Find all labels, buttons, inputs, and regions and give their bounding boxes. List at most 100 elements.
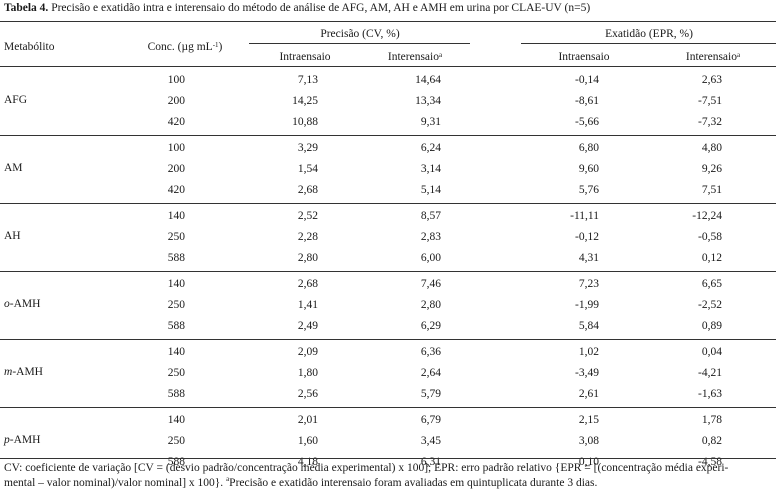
rule-top xyxy=(0,21,776,22)
cell-conc: 140 xyxy=(167,210,185,222)
cell-exatidao-inter: -1,63 xyxy=(698,388,722,400)
cell-precisao-inter: 3,14 xyxy=(420,163,441,175)
header-precisao: Precisão (CV, %) xyxy=(320,28,400,40)
cell-exatidao-inter: 6,65 xyxy=(701,278,722,290)
cell-precisao-inter: 6,31 xyxy=(420,456,441,468)
header-precisao-inter: Interensaioa xyxy=(387,51,443,63)
cell-conc: 140 xyxy=(167,278,185,290)
metabolite-label: p-AMH xyxy=(4,434,41,446)
cell-exatidao-intra: 2,61 xyxy=(578,388,599,400)
cell-exatidao-intra: 0,10 xyxy=(578,456,599,468)
cell-conc: 588 xyxy=(167,320,185,332)
cell-precisao-inter: 6,79 xyxy=(420,414,441,426)
footnote-line2: mental – valor nominal)/valor nominal] x… xyxy=(4,475,598,489)
metabolite-label: AM xyxy=(4,162,23,174)
metabolite-label: AH xyxy=(4,230,21,242)
cell-conc: 140 xyxy=(167,414,185,426)
cell-conc: 250 xyxy=(167,435,185,447)
cell-precisao-intra: 2,01 xyxy=(297,414,318,426)
cell-exatidao-intra: -0,12 xyxy=(575,231,599,243)
cell-exatidao-inter: -12,24 xyxy=(692,210,722,222)
group-divider xyxy=(0,203,776,204)
cell-precisao-inter: 6,29 xyxy=(420,320,441,332)
cell-conc: 588 xyxy=(167,252,185,264)
caption-label: Tabela 4. xyxy=(4,2,49,14)
cell-precisao-intra: 2,09 xyxy=(297,346,318,358)
header-exatidao-inter: Interensaioa xyxy=(685,51,741,63)
cell-precisao-inter: 6,24 xyxy=(420,142,441,154)
cell-precisao-inter: 6,36 xyxy=(420,346,441,358)
cell-precisao-inter: 3,45 xyxy=(420,435,441,447)
cell-conc: 420 xyxy=(167,116,185,128)
cell-exatidao-intra: -3,49 xyxy=(575,367,599,379)
header-metabolito: Metabólito xyxy=(4,41,55,53)
rule-bottom xyxy=(0,458,776,459)
cell-exatidao-inter: -0,58 xyxy=(698,231,722,243)
cell-precisao-inter: 14,64 xyxy=(415,74,441,86)
cell-exatidao-intra: 1,02 xyxy=(578,346,599,358)
cell-precisao-intra: 4,18 xyxy=(297,456,318,468)
cell-exatidao-intra: 2,15 xyxy=(578,414,599,426)
cell-exatidao-intra: -11,11 xyxy=(570,210,599,222)
cell-exatidao-inter: 4,80 xyxy=(701,142,722,154)
cell-conc: 100 xyxy=(167,142,185,154)
cell-precisao-intra: 2,68 xyxy=(297,184,318,196)
cell-conc: 100 xyxy=(167,74,185,86)
cell-precisao-intra: 1,60 xyxy=(297,435,318,447)
cell-exatidao-inter: 0,82 xyxy=(701,435,722,447)
cell-exatidao-inter: 0,12 xyxy=(701,252,722,264)
cell-conc: 250 xyxy=(167,367,185,379)
cell-exatidao-inter: 0,04 xyxy=(701,346,722,358)
metabolite-label: o-AMH xyxy=(4,298,41,310)
cell-exatidao-intra: 7,23 xyxy=(578,278,599,290)
group-divider xyxy=(0,407,776,408)
cell-precisao-inter: 6,00 xyxy=(420,252,441,264)
cell-precisao-intra: 7,13 xyxy=(297,74,318,86)
rule-exatidao xyxy=(521,43,776,44)
cell-precisao-inter: 5,79 xyxy=(420,388,441,400)
cell-precisao-intra: 2,28 xyxy=(297,231,318,243)
cell-exatidao-inter: -7,32 xyxy=(698,116,722,128)
cell-precisao-intra: 14,25 xyxy=(292,95,318,107)
cell-exatidao-intra: -0,14 xyxy=(575,74,599,86)
cell-precisao-inter: 2,83 xyxy=(420,231,441,243)
cell-exatidao-intra: 9,60 xyxy=(578,163,599,175)
header-conc: Conc. (µg mL-1) xyxy=(147,41,223,53)
metabolite-label: m-AMH xyxy=(4,366,43,378)
cell-conc: 588 xyxy=(167,388,185,400)
cell-precisao-intra: 1,41 xyxy=(297,299,318,311)
cell-exatidao-inter: 9,26 xyxy=(701,163,722,175)
cell-exatidao-inter: 7,51 xyxy=(701,184,722,196)
cell-precisao-intra: 2,68 xyxy=(297,278,318,290)
cell-precisao-inter: 8,57 xyxy=(420,210,441,222)
table-caption: Tabela 4. Precisão e exatidão intra e in… xyxy=(4,2,590,14)
cell-precisao-intra: 1,80 xyxy=(297,367,318,379)
cell-precisao-intra: 2,56 xyxy=(297,388,318,400)
cell-exatidao-inter: -7,51 xyxy=(698,95,722,107)
header-precisao-intra: Intraensaio xyxy=(279,51,331,63)
cell-exatidao-intra: 5,84 xyxy=(578,320,599,332)
cell-precisao-inter: 7,46 xyxy=(420,278,441,290)
cell-conc: 140 xyxy=(167,346,185,358)
cell-exatidao-inter: 0,89 xyxy=(701,320,722,332)
cell-precisao-inter: 9,31 xyxy=(420,116,441,128)
cell-exatidao-inter: 1,78 xyxy=(701,414,722,426)
header-exatidao-intra: Intraensaio xyxy=(558,51,610,63)
rule-precisao xyxy=(249,43,470,44)
cell-exatidao-inter: -2,52 xyxy=(698,299,722,311)
cell-conc: 200 xyxy=(167,95,185,107)
cell-precisao-intra: 10,88 xyxy=(292,116,318,128)
cell-precisao-intra: 2,52 xyxy=(297,210,318,222)
rule-header-bottom xyxy=(0,66,776,67)
cell-conc: 250 xyxy=(167,231,185,243)
cell-exatidao-intra: 4,31 xyxy=(578,252,599,264)
cell-precisao-inter: 2,80 xyxy=(420,299,441,311)
cell-exatidao-inter: 2,63 xyxy=(701,74,722,86)
cell-precisao-inter: 2,64 xyxy=(420,367,441,379)
cell-exatidao-intra: 5,76 xyxy=(578,184,599,196)
cell-precisao-intra: 2,49 xyxy=(297,320,318,332)
cell-conc: 200 xyxy=(167,163,185,175)
cell-exatidao-intra: -5,66 xyxy=(575,116,599,128)
cell-conc: 250 xyxy=(167,299,185,311)
cell-exatidao-intra: -1,99 xyxy=(575,299,599,311)
